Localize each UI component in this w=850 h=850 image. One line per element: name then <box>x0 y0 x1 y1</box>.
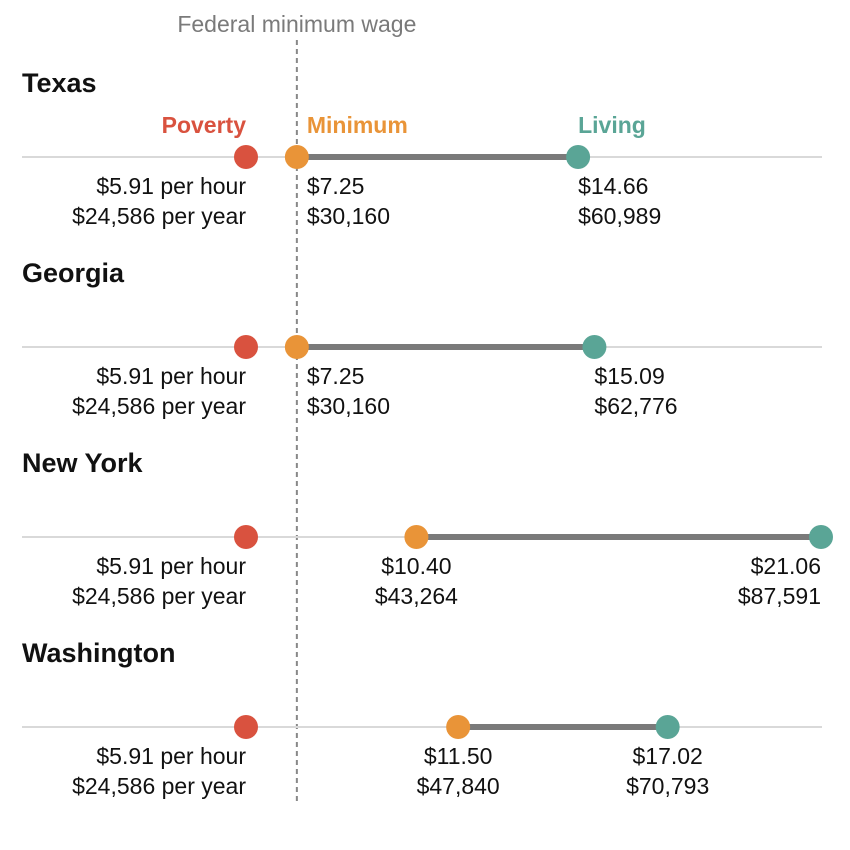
poverty-dot <box>234 335 258 359</box>
minimum-dot <box>446 715 471 739</box>
poverty-annual-label: $24,586 per year <box>72 773 246 799</box>
living-dot <box>809 525 833 549</box>
state-name: Georgia <box>22 258 125 288</box>
living-annual-label: $60,989 <box>578 203 661 229</box>
minimum-annual-label: $47,840 <box>417 773 500 799</box>
poverty-annual-label: $24,586 per year <box>72 393 246 419</box>
poverty-annual-label: $24,586 per year <box>72 203 246 229</box>
poverty-hourly-label: $5.91 per hour <box>96 173 246 199</box>
row-washington: Washington $5.91 per hour $24,586 per year… <box>22 638 822 799</box>
row-georgia: Georgia $5.91 per hour $24,586 per year $7.… <box>22 258 822 419</box>
legend-living: Living <box>578 112 646 138</box>
minimum-dot <box>404 525 429 549</box>
living-dot <box>655 715 680 739</box>
living-hourly-label: $17.02 <box>632 743 702 769</box>
poverty-hourly-label: $5.91 per hour <box>96 743 246 769</box>
legend-poverty: Poverty <box>162 112 247 138</box>
living-annual-label: $62,776 <box>594 393 677 419</box>
living-hourly-label: $14.66 <box>578 173 648 199</box>
minimum-annual-label: $30,160 <box>307 393 390 419</box>
minimum-annual-label: $43,264 <box>375 583 458 609</box>
poverty-hourly-label: $5.91 per hour <box>96 553 246 579</box>
living-annual-label: $87,591 <box>738 583 821 609</box>
row-new-york: New York $5.91 per hour $24,586 per year $1… <box>22 448 833 609</box>
minimum-hourly-label: $7.25 <box>307 363 365 389</box>
minimum-dot <box>284 335 309 359</box>
minimum-hourly-label: $7.25 <box>307 173 365 199</box>
minimum-annual-label: $30,160 <box>307 203 390 229</box>
living-dot <box>566 145 591 169</box>
chart-rows: Texas $5.91 per hour $24,586 per year $7.25… <box>22 68 833 799</box>
row-texas: Texas $5.91 per hour $24,586 per year $7.25… <box>22 68 822 229</box>
living-dot <box>582 335 607 359</box>
legend-minimum: Minimum <box>307 112 408 138</box>
poverty-annual-label: $24,586 per year <box>72 583 246 609</box>
chart-legend: Poverty Minimum Living <box>162 112 646 138</box>
poverty-dot <box>234 525 258 549</box>
poverty-dot <box>234 715 258 739</box>
federal-minimum-wage-label: Federal minimum wage <box>177 11 416 37</box>
living-hourly-label: $15.09 <box>594 363 664 389</box>
state-name: Washington <box>22 638 175 668</box>
state-name: Texas <box>22 68 97 98</box>
poverty-dot <box>234 145 258 169</box>
living-annual-label: $70,793 <box>626 773 709 799</box>
minimum-hourly-label: $10.40 <box>381 553 451 579</box>
living-hourly-label: $21.06 <box>751 553 821 579</box>
minimum-dot <box>284 145 309 169</box>
state-name: New York <box>22 448 144 478</box>
minimum-hourly-label: $11.50 <box>424 743 493 769</box>
poverty-hourly-label: $5.91 per hour <box>96 363 246 389</box>
